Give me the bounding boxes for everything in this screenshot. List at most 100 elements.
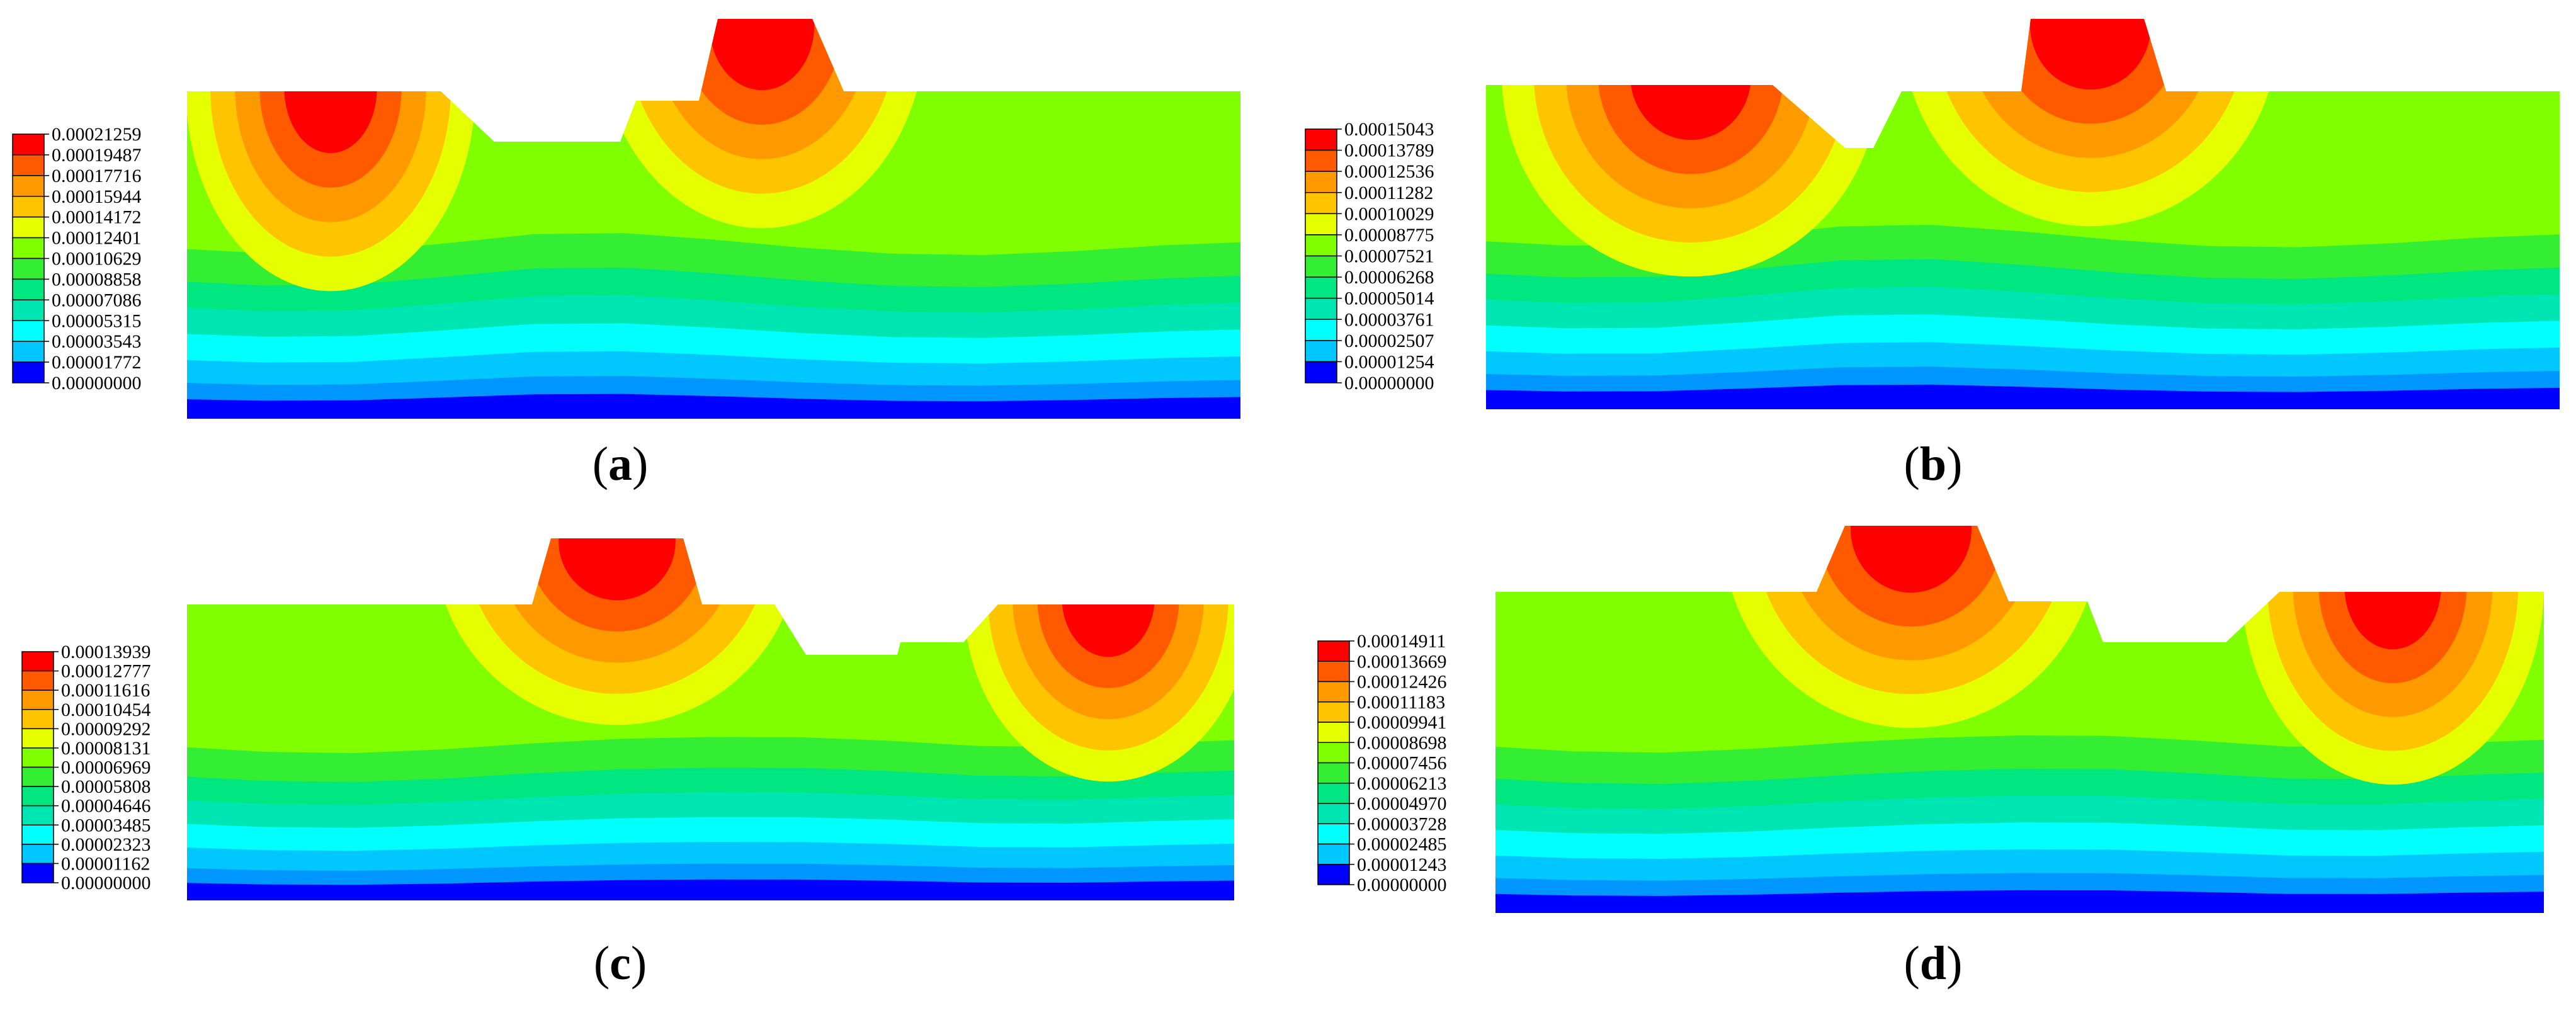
panel-letter: b — [1920, 438, 1946, 490]
panel-a: 0.000212590.000194870.000177160.00015944… — [12, 19, 1240, 490]
legend-value: 0.00008775 — [1344, 225, 1434, 246]
legend-swatch — [1305, 171, 1337, 193]
legend-value: 0.00008698 — [1357, 732, 1447, 753]
legend-swatch — [1305, 319, 1337, 341]
legend-swatch — [12, 258, 45, 280]
panel-b: 0.000150430.000137890.000125360.00011282… — [1305, 19, 2560, 490]
legend-value: 0.00003728 — [1357, 814, 1447, 834]
legend-value: 0.00005014 — [1344, 288, 1434, 309]
legend-swatch — [12, 361, 45, 383]
legend-value: 0.00014172 — [52, 207, 142, 228]
legend-swatch — [1317, 803, 1350, 824]
legend-swatch — [21, 670, 54, 691]
legend-swatch — [1317, 762, 1350, 784]
legend-value: 0.00013669 — [1357, 651, 1447, 672]
legend-swatch — [1305, 149, 1337, 172]
stress-contour — [2318, 526, 2467, 683]
contour-band — [1486, 384, 2560, 409]
legend-swatch — [21, 747, 54, 768]
panel-d: 0.000149110.000136690.000124260.00011183… — [1317, 526, 2544, 990]
legend-swatch — [21, 766, 54, 787]
legend-value: 0.00002323 — [61, 834, 151, 855]
legend-value: 0.00004970 — [1357, 793, 1447, 814]
legend-value: 0.00011282 — [1344, 183, 1433, 203]
legend-swatch — [1317, 783, 1350, 804]
contour-field-b — [1486, 19, 2560, 409]
panel-letter: a — [608, 438, 632, 490]
legend-value: 0.00012777 — [61, 661, 151, 682]
legend-value: 0.00000000 — [61, 873, 151, 893]
contour-field-d — [1495, 526, 2544, 913]
legend-value: 0.00005315 — [52, 310, 142, 331]
legend-value: 0.00021259 — [52, 124, 142, 145]
stress-contour — [559, 538, 676, 601]
legend-swatch — [21, 805, 54, 825]
legend-a: 0.000212590.000194870.000177160.00015944… — [12, 124, 142, 394]
legend-value: 0.00011616 — [61, 680, 150, 701]
legend-swatch — [1317, 701, 1350, 723]
legend-value: 0.00006969 — [61, 757, 151, 778]
legend-swatch — [1305, 255, 1337, 278]
legend-c: 0.000139390.000127770.000116160.00010454… — [21, 642, 151, 893]
legend-value: 0.00015944 — [52, 186, 142, 207]
legend-swatch — [12, 196, 45, 218]
panel-c: 0.000139390.000127770.000116160.00010454… — [21, 538, 1234, 990]
stress-contour — [2344, 526, 2441, 650]
panel-label-a: (a) — [593, 438, 649, 490]
legend-swatch — [1317, 722, 1350, 743]
contour-band — [187, 394, 1240, 419]
legend-value: 0.00014911 — [1357, 631, 1446, 652]
legend-swatch — [1305, 213, 1337, 235]
legend-swatch — [12, 154, 45, 176]
legend-value: 0.00003761 — [1344, 309, 1434, 330]
legend-swatch — [12, 216, 45, 239]
legend-swatch — [12, 237, 45, 259]
legend-swatch — [1317, 661, 1350, 683]
legend-value: 0.00002485 — [1357, 834, 1447, 855]
legend-swatch — [12, 278, 45, 301]
panel-label-d: (d) — [1904, 937, 1963, 990]
legend-swatch — [21, 786, 54, 807]
legend-swatch — [21, 728, 54, 749]
legend-swatch — [21, 824, 54, 845]
legend-value: 0.00012426 — [1357, 672, 1447, 693]
legend-swatch — [21, 863, 54, 883]
legend-value: 0.00001162 — [61, 853, 150, 874]
legend-value: 0.00012401 — [52, 228, 142, 249]
legend-value: 0.00001243 — [1357, 854, 1447, 875]
legend-value: 0.00000000 — [1357, 875, 1447, 895]
contour-band — [187, 879, 1234, 900]
legend-value: 0.00006268 — [1344, 267, 1434, 288]
legend-value: 0.00010629 — [52, 249, 142, 269]
legend-value: 0.00006213 — [1357, 773, 1447, 794]
legend-swatch — [21, 709, 54, 730]
stress-contour — [709, 19, 815, 91]
stress-contour — [284, 23, 377, 154]
stress-contour — [1037, 538, 1179, 688]
legend-value: 0.00003543 — [52, 331, 142, 352]
legend-swatch — [1305, 361, 1337, 383]
stress-contour — [2030, 19, 2151, 90]
panel-letter: d — [1920, 937, 1946, 990]
legend-swatch — [1317, 742, 1350, 764]
legend-swatch — [1317, 640, 1350, 662]
panel-label-c: (c) — [594, 937, 647, 990]
contour-band — [1495, 890, 2544, 913]
legend-value: 0.00017716 — [52, 166, 142, 186]
legend-value: 0.00013939 — [61, 642, 151, 662]
contour-field-a — [187, 19, 1240, 419]
legend-value: 0.00007456 — [1357, 753, 1447, 774]
legend-swatch — [1305, 276, 1337, 299]
legend-value: 0.00011183 — [1357, 692, 1445, 713]
legend-value: 0.00008858 — [52, 269, 142, 290]
legend-swatch — [1317, 843, 1350, 865]
legend-b: 0.000150430.000137890.000125360.00011282… — [1305, 119, 1434, 394]
stress-contour — [1630, 19, 1751, 140]
legend-value: 0.00003485 — [61, 815, 151, 836]
legend-swatch — [1305, 340, 1337, 363]
legend-swatch — [12, 175, 45, 197]
legend-value: 0.00007521 — [1344, 246, 1434, 267]
legend-swatch — [12, 299, 45, 322]
legend-swatch — [12, 133, 45, 156]
